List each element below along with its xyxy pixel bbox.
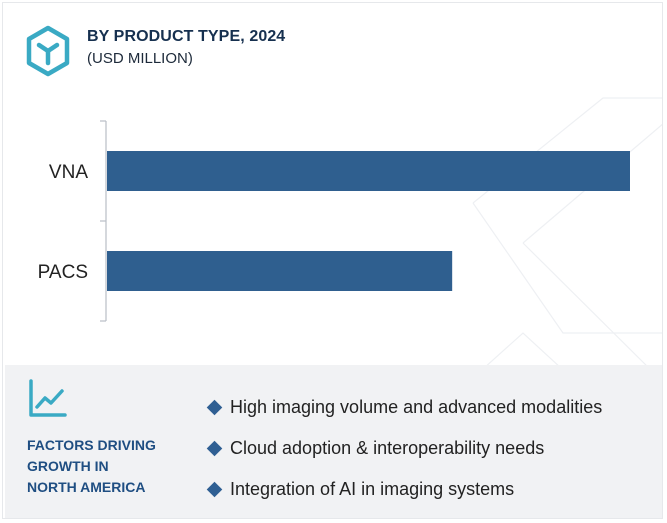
chart-title: BY PRODUCT TYPE, 2024 [87,28,286,45]
diamond-bullet-icon [206,481,223,498]
factor-text: Integration of AI in imaging systems [230,479,515,499]
category-label: PACS [38,262,88,283]
chart-card: BY PRODUCT TYPE, 2024 (USD MILLION) VNA P… [2,2,663,519]
factor-text: High imaging volume and advanced modalit… [230,397,603,417]
bar-pacs [107,251,453,291]
chart-subtitle: (USD MILLION) [87,50,193,67]
diamond-bullet-icon [206,440,223,457]
factors-panel: FACTORS DRIVING GROWTH IN NORTH AMERICA … [5,365,662,518]
factor-item: High imaging volume and advanced modalit… [205,387,602,428]
hexagon-cube-icon [26,25,70,77]
category-label: VNA [49,162,88,183]
factor-item: Integration of AI in imaging systems [205,469,602,510]
bar-chart: VNA PACS [38,120,630,322]
line-chart-icon [29,379,67,417]
factors-list: High imaging volume and advanced modalit… [205,387,602,510]
factor-item: Cloud adoption & interoperability needs [205,428,602,469]
bar-vna [107,151,630,191]
diamond-bullet-icon [206,399,223,416]
factor-text: Cloud adoption & interoperability needs [230,438,545,458]
factors-title: FACTORS DRIVING GROWTH IN NORTH AMERICA [27,437,156,495]
